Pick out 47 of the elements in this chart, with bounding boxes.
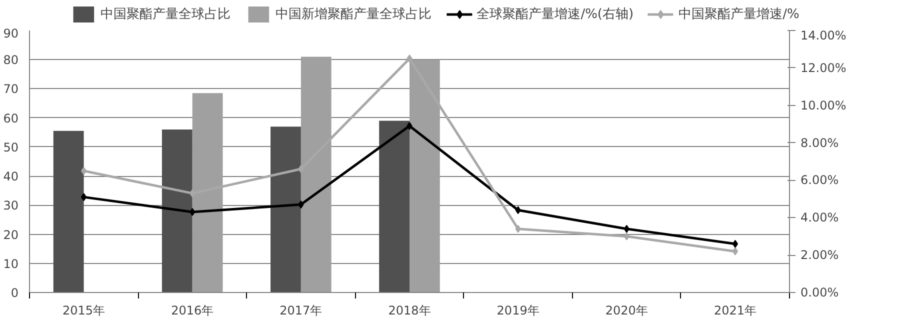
point: [406, 54, 412, 63]
point: [80, 166, 87, 175]
y-tick-label: 50: [3, 140, 19, 154]
x-tick-label: 2021年: [714, 304, 756, 318]
y-tick-label: 70: [3, 82, 19, 96]
x-tick-label: 2016年: [171, 304, 214, 318]
point: [515, 224, 521, 233]
legend-label: 全球聚酯产量增速/%(右轴): [476, 6, 634, 23]
y2-tick-label: 2.00%: [800, 248, 839, 262]
point: [298, 200, 304, 209]
y-tick-label: 90: [3, 26, 19, 40]
legend-label: 中国聚酯产量增速/%: [678, 6, 800, 23]
bar: [379, 120, 410, 292]
point: [406, 122, 412, 130]
y-tick-label: 0: [10, 286, 19, 300]
x-tick-label: 2015年: [62, 304, 106, 318]
legend-label: 中国聚酯产量全球占比: [100, 6, 231, 23]
legend-label: 中国新增聚酯产量全球占比: [276, 6, 432, 23]
point: [298, 164, 304, 173]
y2-tick-label: 10.00%: [800, 98, 846, 112]
x-tick-label: 2017年: [280, 304, 322, 318]
point: [515, 206, 521, 214]
point: [732, 240, 738, 248]
bar: [270, 126, 301, 292]
point: [624, 224, 630, 233]
y-tick-label: 20: [3, 228, 19, 242]
y-tick-label: 80: [3, 53, 19, 68]
point: [190, 208, 196, 216]
point: [80, 193, 87, 202]
x-tick-label: 2018年: [388, 304, 431, 318]
x-tick-label: 2019年: [496, 304, 540, 318]
y2-tick-label: 6.00%: [800, 173, 839, 188]
bar: [162, 129, 192, 292]
bar: [53, 130, 84, 292]
y-tick-label: 40: [3, 170, 19, 184]
point: [732, 247, 738, 256]
point: [190, 189, 196, 198]
y-tick-label: 30: [3, 198, 19, 213]
y2-tick-label: 0.00%: [800, 286, 839, 300]
x-tick-label: 2020年: [605, 304, 648, 318]
y2-tick-label: 4.00%: [800, 210, 839, 225]
y2-tick-label: 12.00%: [800, 60, 846, 75]
point: [624, 232, 630, 240]
y-tick-label: 60: [3, 111, 19, 126]
y2-tick-label: 8.00%: [800, 136, 839, 150]
y2-tick-label: 14.00%: [800, 28, 846, 42]
y-tick-label: 10: [3, 256, 19, 271]
